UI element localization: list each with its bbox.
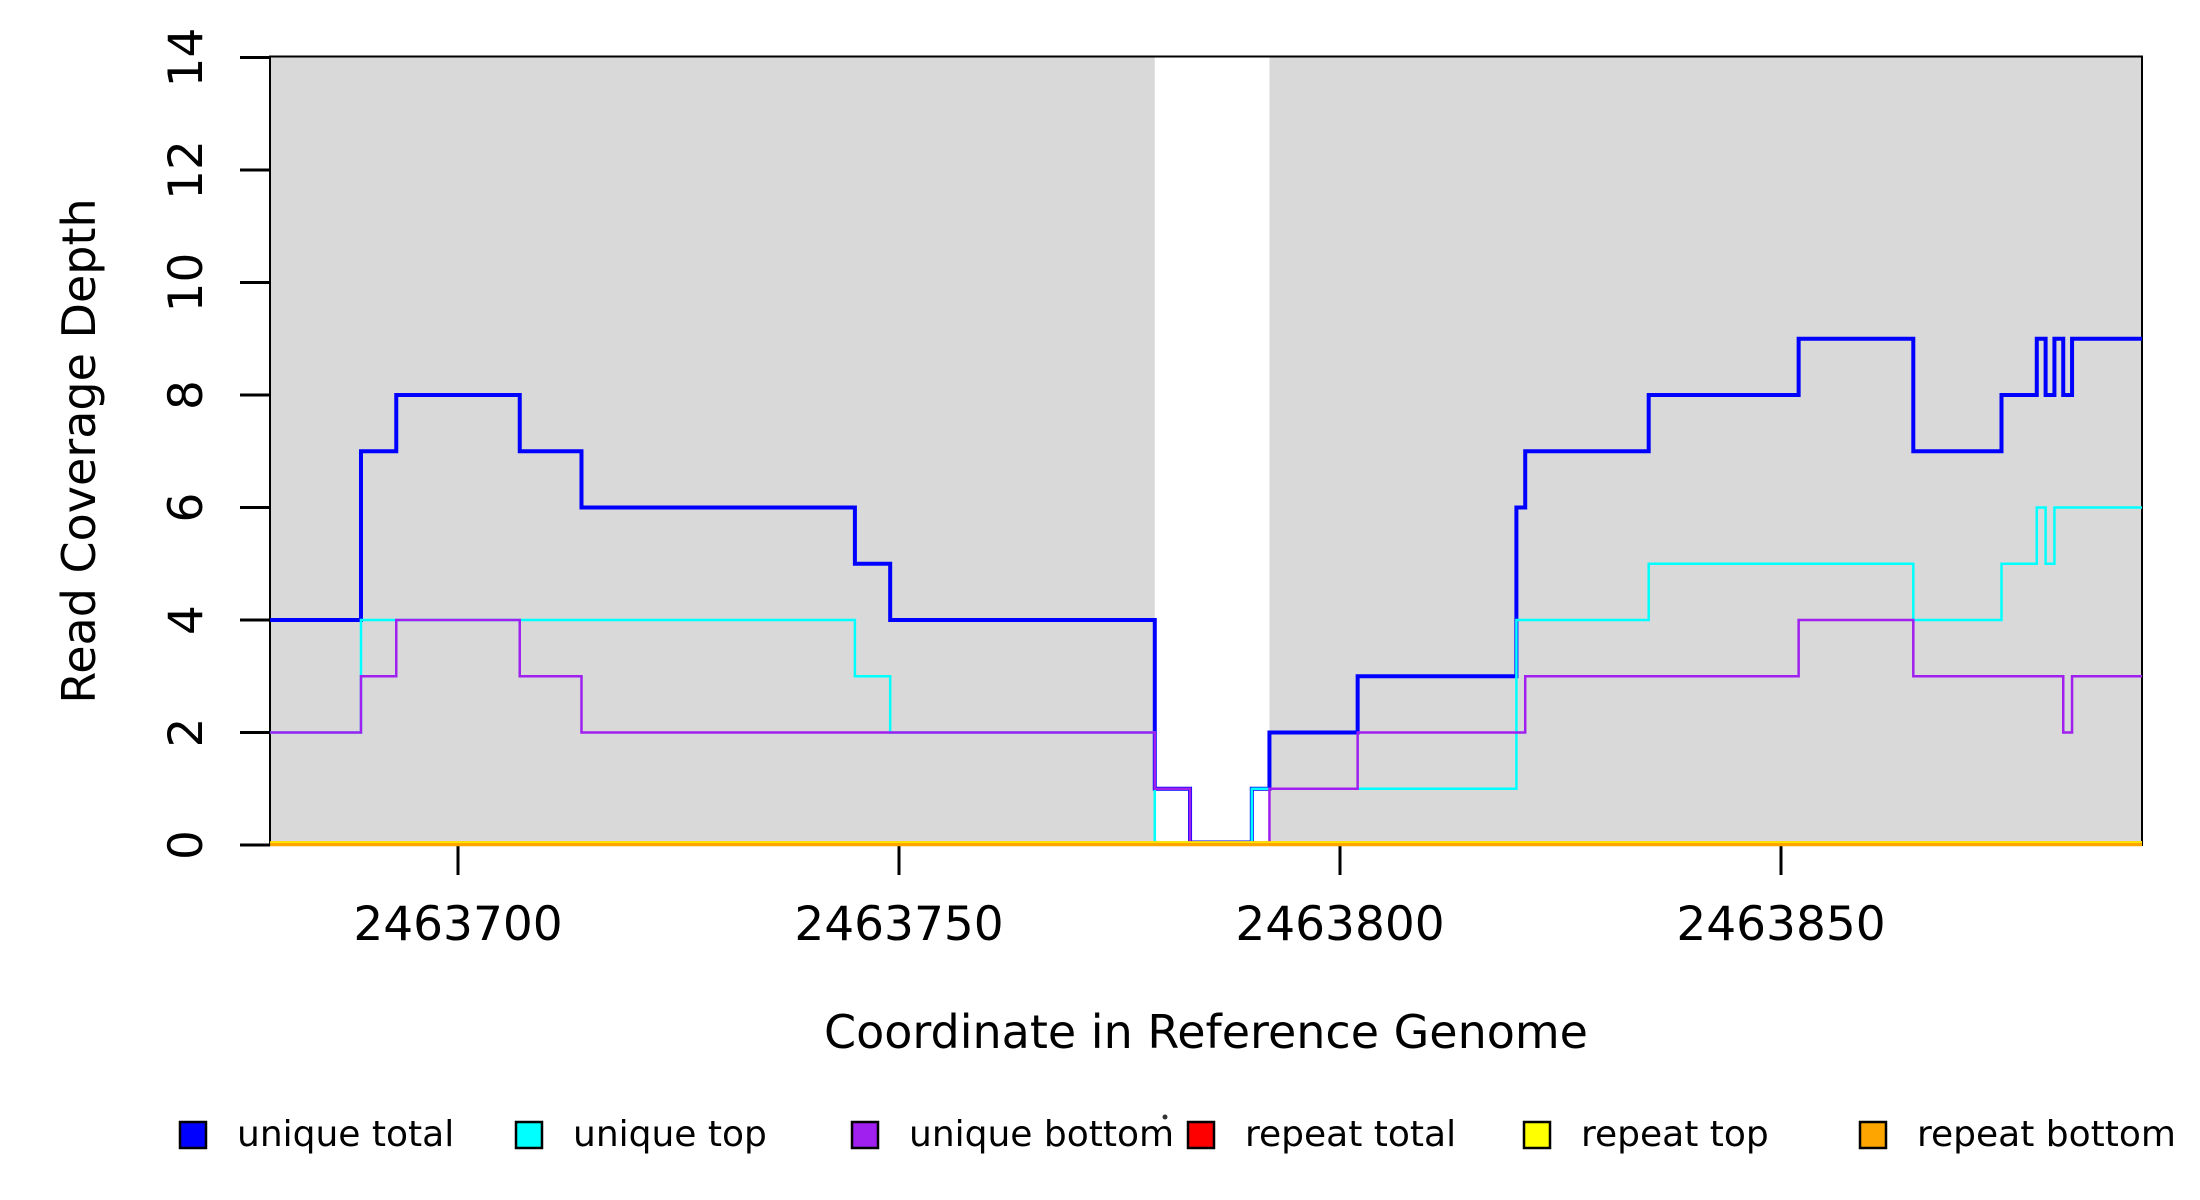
legend-swatch-repeat-total [1186,1120,1216,1150]
y-axis: 0 2 4 6 8 10 12 14 [159,28,270,860]
y-tick-label: 0 [159,830,214,860]
unique-region-left [270,56,1155,845]
y-tick-label: 12 [159,140,214,200]
legend-label-repeat-bottom: repeat bottom [1917,1114,2176,1155]
unique-region-right [1269,56,2142,845]
legend-label-unique-total: unique total [237,1114,454,1155]
legend-label-repeat-total: repeat total [1245,1114,1456,1155]
series-unique-top-line [270,506,2142,844]
series-unique-bottom-line [270,618,2142,844]
legend-swatch-unique-top [514,1120,544,1150]
stray-dot-mark [1162,1114,1168,1120]
legend-swatch-unique-bottom [850,1120,880,1150]
x-tick-label: 2463750 [794,897,1003,952]
series-lines [270,336,2142,847]
y-tick-label: 14 [159,28,214,88]
legend-swatch-repeat-bottom [1858,1120,1888,1150]
legend-label-repeat-top: repeat top [1581,1114,1769,1155]
x-tick-label: 2463700 [353,897,562,952]
legend-label-unique-top: unique top [573,1114,767,1155]
x-tick-label: 2463800 [1235,897,1444,952]
y-tick-label: 8 [159,380,214,410]
x-axis-title: Coordinate in Reference Genome [824,1005,1588,1059]
legend: unique total unique top unique bottom repea… [178,1114,2176,1155]
y-tick-label: 10 [159,253,214,313]
legend-swatch-repeat-top [1522,1120,1552,1150]
y-tick-label: 2 [159,718,214,748]
series-unique-total-line [270,336,2142,845]
y-tick-label: 6 [159,493,214,523]
legend-label-unique-bottom: unique bottom [909,1114,1174,1155]
x-tick-label: 2463850 [1676,897,1885,952]
y-tick-label: 4 [159,605,214,635]
y-axis-title: Read Coverage Depth [52,198,106,703]
x-axis: 2463700 2463750 2463800 2463850 [353,845,1886,952]
legend-swatch-unique-total [178,1120,208,1150]
